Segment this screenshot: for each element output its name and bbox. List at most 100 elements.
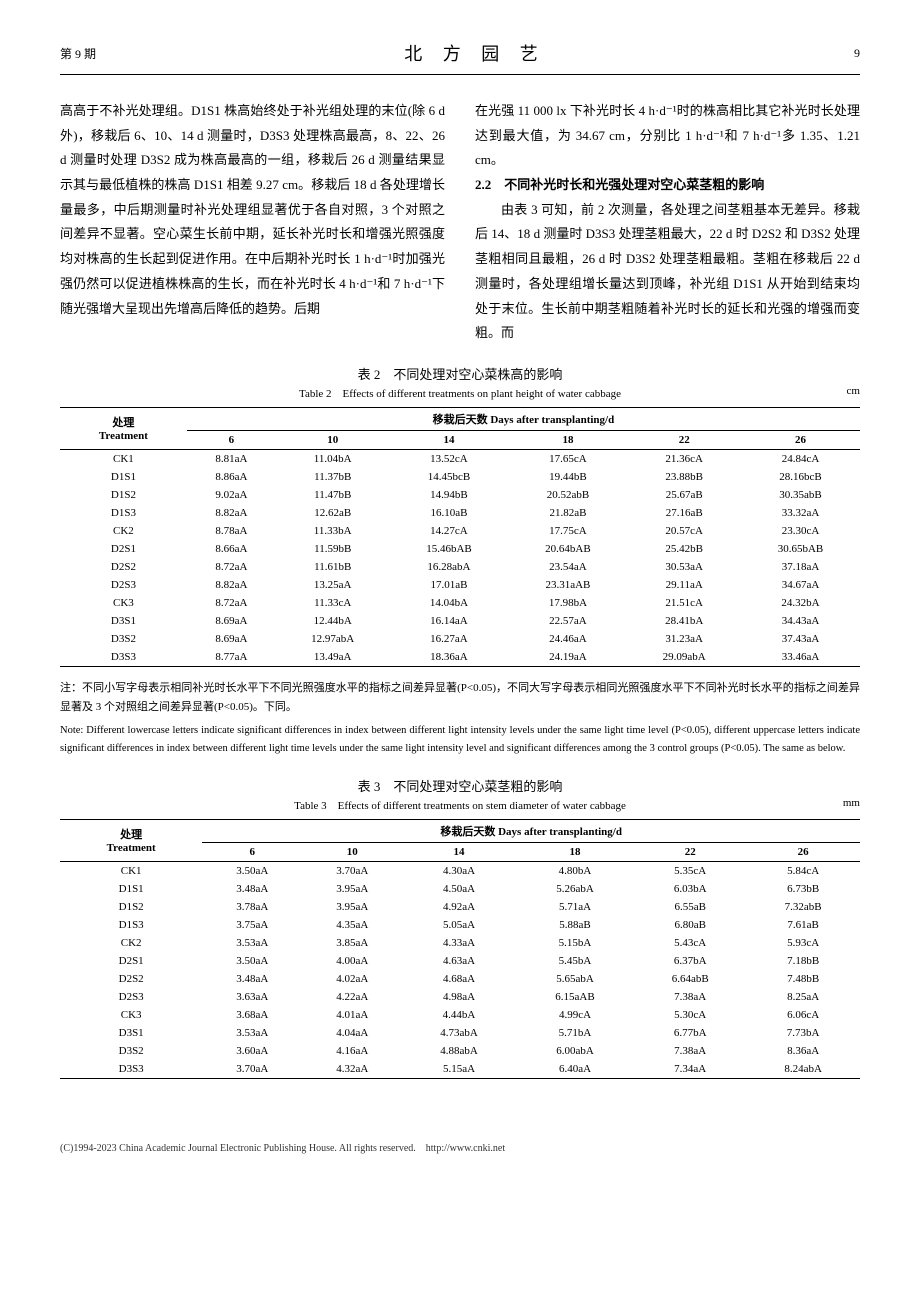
table-cell: 8.72aA — [187, 558, 276, 576]
table-cell: 7.38aA — [634, 1042, 746, 1060]
table-cell: 5.43cA — [634, 934, 746, 952]
table-cell: CK3 — [60, 594, 187, 612]
day-header: 14 — [402, 842, 516, 861]
table-cell: 3.48aA — [202, 880, 302, 898]
table-cell: 20.52abB — [508, 486, 627, 504]
table-cell: D1S2 — [60, 898, 202, 916]
day-header: 6 — [202, 842, 302, 861]
table-cell: 37.43aA — [741, 630, 860, 648]
body-columns: 高高于不补光处理组。D1S1 株高始终处于补光组处理的末位(除 6 d 外)，移… — [60, 99, 860, 346]
table-cell: 29.09abA — [627, 648, 741, 667]
table-row: D3S28.69aA12.97abA16.27aA24.46aA31.23aA3… — [60, 630, 860, 648]
table-cell: 13.52cA — [389, 449, 508, 468]
right-paragraph-1: 在光强 11 000 lx 下补光时长 4 h·d⁻¹时的株高相比其它补光时长处… — [475, 99, 860, 173]
table-cell: 5.45bA — [516, 952, 634, 970]
table-cell: D3S2 — [60, 1042, 202, 1060]
table-2-container: 表 2 不同处理对空心菜株高的影响 Table 2 Effects of dif… — [60, 364, 860, 667]
table-cell: 28.16bcB — [741, 468, 860, 486]
table-cell: 7.61aB — [746, 916, 860, 934]
table-cell: D3S3 — [60, 1060, 202, 1079]
table-cell: 6.06cA — [746, 1006, 860, 1024]
table-cell: 5.84cA — [746, 861, 860, 880]
table-row: D2S28.72aA11.61bB16.28abA23.54aA30.53aA3… — [60, 558, 860, 576]
day-header: 22 — [634, 842, 746, 861]
right-column: 在光强 11 000 lx 下补光时长 4 h·d⁻¹时的株高相比其它补光时长处… — [475, 99, 860, 346]
table-cell: 23.31aAB — [508, 576, 627, 594]
table-cell: 4.32aA — [302, 1060, 402, 1079]
table-cell: D3S1 — [60, 612, 187, 630]
table-cell: 8.69aA — [187, 612, 276, 630]
table-cell: 24.19aA — [508, 648, 627, 667]
table-cell: D2S1 — [60, 540, 187, 558]
table-cell: 8.66aA — [187, 540, 276, 558]
table-2-title-cn: 表 2 不同处理对空心菜株高的影响 — [60, 364, 860, 383]
table-cell: 20.57cA — [627, 522, 741, 540]
table-row: D2S23.48aA4.02aA4.68aA5.65abA6.64abB7.48… — [60, 970, 860, 988]
table-cell: 4.63aA — [402, 952, 516, 970]
table-cell: 4.33aA — [402, 934, 516, 952]
table-cell: 6.80aB — [634, 916, 746, 934]
table-cell: 17.01aB — [389, 576, 508, 594]
table-cell: 21.51cA — [627, 594, 741, 612]
day-header: 10 — [302, 842, 402, 861]
table-3-unit: mm — [843, 797, 860, 809]
table-3-title-en: Table 3 Effects of different treatments … — [60, 797, 860, 813]
table-cell: D2S2 — [60, 970, 202, 988]
table-cell: 8.24abA — [746, 1060, 860, 1079]
table-cell: CK2 — [60, 522, 187, 540]
table-cell: 7.73bA — [746, 1024, 860, 1042]
table-cell: 21.82aB — [508, 504, 627, 522]
table-3-title-cn: 表 3 不同处理对空心菜茎粗的影响 — [60, 776, 860, 795]
table-cell: 33.46aA — [741, 648, 860, 667]
table-cell: 14.45bcB — [389, 468, 508, 486]
table-cell: 4.92aA — [402, 898, 516, 916]
table-cell: 5.26abA — [516, 880, 634, 898]
table-cell: 5.65abA — [516, 970, 634, 988]
left-column: 高高于不补光处理组。D1S1 株高始终处于补光组处理的末位(除 6 d 外)，移… — [60, 99, 445, 346]
table-row: D3S18.69aA12.44bA16.14aA22.57aA28.41bA34… — [60, 612, 860, 630]
table-cell: 8.78aA — [187, 522, 276, 540]
table-cell: D3S1 — [60, 1024, 202, 1042]
table-cell: 17.65cA — [508, 449, 627, 468]
table-cell: 20.64bAB — [508, 540, 627, 558]
table-cell: 12.44bA — [276, 612, 390, 630]
table-cell: 8.81aA — [187, 449, 276, 468]
table-row: CK13.50aA3.70aA4.30aA4.80bA5.35cA5.84cA — [60, 861, 860, 880]
table-cell: 5.71bA — [516, 1024, 634, 1042]
table-cell: 8.82aA — [187, 504, 276, 522]
table-cell: 5.71aA — [516, 898, 634, 916]
table-cell: 3.95aA — [302, 880, 402, 898]
table-cell: 7.34aA — [634, 1060, 746, 1079]
table-cell: 4.02aA — [302, 970, 402, 988]
col-header-treatment: 处理Treatment — [60, 819, 202, 861]
table-cell: 30.35abB — [741, 486, 860, 504]
table-cell: 3.95aA — [302, 898, 402, 916]
table-2-title-en: Table 2 Effects of different treatments … — [60, 385, 860, 401]
table-cell: D2S3 — [60, 576, 187, 594]
table-cell: 4.04aA — [302, 1024, 402, 1042]
col-header-days: 移栽后天数 Days after transplanting/d — [202, 819, 860, 842]
table-cell: D2S3 — [60, 988, 202, 1006]
table-row: D1S33.75aA4.35aA5.05aA5.88aB6.80aB7.61aB — [60, 916, 860, 934]
table-row: D2S33.63aA4.22aA4.98aA6.15aAB7.38aA8.25a… — [60, 988, 860, 1006]
table-cell: 11.33bA — [276, 522, 390, 540]
day-header: 18 — [508, 430, 627, 449]
day-header: 10 — [276, 430, 390, 449]
col-header-days: 移栽后天数 Days after transplanting/d — [187, 407, 860, 430]
table-cell: 34.67aA — [741, 576, 860, 594]
table-cell: D2S1 — [60, 952, 202, 970]
table-cell: 6.64abB — [634, 970, 746, 988]
table-cell: 6.40aA — [516, 1060, 634, 1079]
table-row: D1S23.78aA3.95aA4.92aA5.71aA6.55aB7.32ab… — [60, 898, 860, 916]
table-cell: D3S3 — [60, 648, 187, 667]
table-cell: 7.18bB — [746, 952, 860, 970]
table-cell: D1S1 — [60, 880, 202, 898]
table-cell: 23.88bB — [627, 468, 741, 486]
table-cell: 3.48aA — [202, 970, 302, 988]
table-cell: D3S2 — [60, 630, 187, 648]
table-cell: 16.10aB — [389, 504, 508, 522]
header-issue: 第 9 期 — [60, 45, 96, 62]
table-cell: 6.03bA — [634, 880, 746, 898]
table-cell: 4.16aA — [302, 1042, 402, 1060]
right-paragraph-2: 由表 3 可知，前 2 次测量，各处理之间茎粗基本无差异。移栽后 14、18 d… — [475, 198, 860, 346]
